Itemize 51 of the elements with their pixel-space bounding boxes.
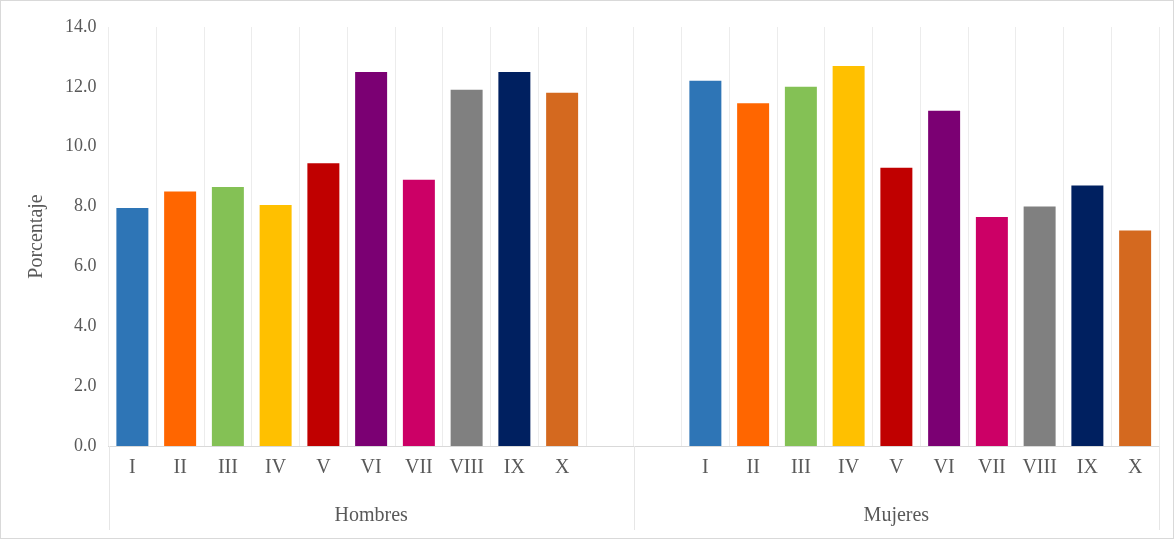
- y-tick-label: 4.0: [74, 315, 97, 336]
- y-tick-label: 12.0: [65, 75, 97, 96]
- x-tick-label: VIII: [449, 455, 484, 478]
- text: Hombres: [334, 503, 408, 526]
- bar: [784, 86, 817, 446]
- bar: [498, 71, 531, 446]
- x-tick-label: IV: [265, 455, 287, 478]
- x-tick-label: III: [790, 455, 811, 478]
- x-tick-label: IX: [503, 455, 526, 478]
- x-tick-label: X: [1127, 455, 1143, 478]
- x-tick-label: II: [746, 455, 760, 478]
- x-tick-label: VIII: [1022, 455, 1057, 478]
- bar: [1071, 185, 1104, 446]
- text: Mujeres: [863, 503, 930, 527]
- x-tick-label: VI: [933, 455, 955, 478]
- x-tick-label: I: [129, 455, 136, 478]
- bar: [211, 187, 244, 446]
- bar: [116, 208, 149, 446]
- bar: [402, 179, 435, 446]
- x-tick-label: VI: [360, 455, 382, 478]
- bar: [737, 103, 770, 446]
- bar: [259, 205, 292, 446]
- bar: [975, 217, 1008, 446]
- bar: [450, 89, 483, 446]
- bar: [928, 110, 961, 446]
- bar: [880, 167, 913, 446]
- bar: [307, 163, 340, 446]
- x-tick-label: V: [316, 455, 332, 478]
- x-tick-label: IX: [1076, 455, 1099, 478]
- bar: [1023, 206, 1056, 446]
- bar: [546, 92, 579, 446]
- bar: [689, 80, 722, 446]
- bar: [832, 65, 865, 446]
- y-axis-title: Porcentaje: [24, 194, 48, 279]
- y-tick-label: 0.0: [74, 434, 97, 455]
- y-tick-label: 8.0: [74, 195, 97, 216]
- x-tick-label: I: [702, 455, 709, 478]
- y-tick-label: 10.0: [65, 135, 97, 156]
- x-tick-label: V: [889, 455, 905, 478]
- bar: [164, 191, 197, 446]
- x-tick-label: VII: [404, 455, 433, 478]
- x-tick-label: VII: [977, 455, 1006, 478]
- x-tick-label: X: [554, 455, 570, 478]
- bar: [355, 71, 388, 446]
- x-tick-label: II: [173, 455, 187, 478]
- bar: [1119, 230, 1152, 446]
- y-tick-label: 2.0: [74, 374, 97, 395]
- x-tick-label: IV: [838, 455, 860, 478]
- x-tick-label: III: [217, 455, 238, 478]
- y-tick-label: 6.0: [74, 255, 97, 276]
- y-tick-label: 14.0: [65, 15, 97, 36]
